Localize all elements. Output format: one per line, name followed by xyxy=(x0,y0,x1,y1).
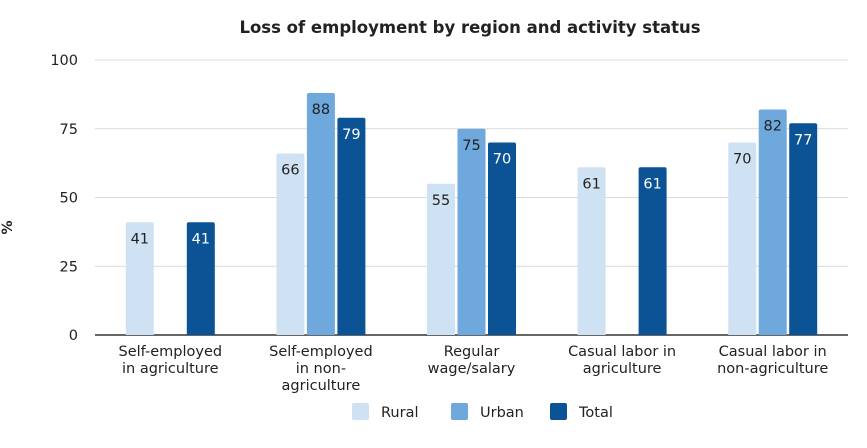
x-category-label: agriculture xyxy=(282,378,361,394)
bar-urban xyxy=(306,93,335,335)
legend-label: Urban xyxy=(480,405,524,421)
y-tick-label: 75 xyxy=(60,122,78,138)
x-category-label: agriculture xyxy=(583,361,662,377)
bar-rural xyxy=(125,222,154,335)
x-category-label: Self-employed xyxy=(269,344,373,360)
legend-item-rural: Rural xyxy=(352,403,419,421)
bar-rural xyxy=(577,167,606,335)
legend: Rural Urban Total xyxy=(352,403,613,421)
data-label-urban: 75 xyxy=(462,138,480,154)
data-label-total: 61 xyxy=(643,176,661,192)
data-label-rural: 41 xyxy=(131,231,149,247)
bar-total xyxy=(488,142,516,335)
chart-title: Loss of employment by region and activit… xyxy=(239,18,700,37)
y-tick-label: 100 xyxy=(50,53,78,69)
x-category-label: in non- xyxy=(296,361,346,377)
x-category-label: Casual labor in xyxy=(568,344,676,360)
bar-rural xyxy=(728,142,757,335)
bar-rural xyxy=(276,153,305,335)
legend-item-total: Total xyxy=(550,403,613,421)
y-axis-label: % xyxy=(0,220,16,234)
data-labels: 41 41 66 88 79 55 75 70 61 61 70 82 77 xyxy=(131,102,813,247)
bar-total xyxy=(638,167,667,335)
x-category-label: Self-employed xyxy=(119,344,223,360)
data-label-rural: 61 xyxy=(582,176,600,192)
bar-urban xyxy=(758,109,787,335)
bar-total xyxy=(186,222,215,335)
data-label-urban: 82 xyxy=(763,119,781,135)
data-label-total: 70 xyxy=(493,152,511,168)
bar-rural xyxy=(427,183,455,335)
x-category-label: non-agriculture xyxy=(717,361,828,377)
data-label-urban: 88 xyxy=(312,102,330,118)
legend-swatch xyxy=(451,403,468,420)
bar-urban xyxy=(457,128,486,335)
y-tick-label: 50 xyxy=(60,191,78,207)
legend-swatch xyxy=(352,403,369,420)
x-category-label: Casual labor in xyxy=(719,344,827,360)
data-label-total: 77 xyxy=(794,132,812,148)
data-label-rural: 70 xyxy=(733,152,751,168)
y-tick-label: 25 xyxy=(60,259,78,275)
legend-swatch xyxy=(550,403,567,420)
y-axis-ticks: 0 25 50 75 100 xyxy=(50,53,78,344)
bars xyxy=(125,93,818,335)
data-label-total: 79 xyxy=(342,127,360,143)
bar-total xyxy=(789,123,818,335)
legend-item-urban: Urban xyxy=(451,403,524,421)
legend-label: Total xyxy=(578,405,613,421)
x-category-label: Regular xyxy=(444,344,500,360)
y-tick-label: 0 xyxy=(69,328,78,344)
data-label-rural: 55 xyxy=(432,193,450,209)
legend-label: Rural xyxy=(381,405,419,421)
bar-total xyxy=(337,117,366,335)
x-category-label: wage/salary xyxy=(428,361,516,377)
x-category-label: in agriculture xyxy=(122,361,219,377)
data-label-total: 41 xyxy=(192,231,210,247)
data-label-rural: 66 xyxy=(281,163,299,179)
